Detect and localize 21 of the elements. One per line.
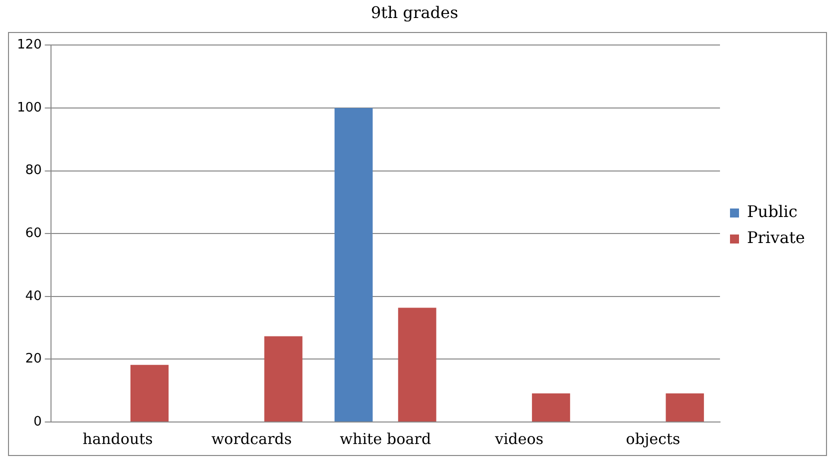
chart-title: 9th grades bbox=[370, 2, 458, 22]
legend-label: Private bbox=[746, 228, 806, 248]
y-tick-label: 120 bbox=[16, 38, 42, 53]
x-tick-label: objects bbox=[626, 430, 680, 448]
y-tick-label: 20 bbox=[25, 352, 42, 367]
bar bbox=[666, 393, 704, 422]
x-tick-label: videos bbox=[494, 430, 544, 448]
bar bbox=[398, 308, 436, 422]
x-tick-label: handouts bbox=[82, 430, 153, 448]
bar bbox=[130, 364, 169, 422]
bar bbox=[532, 393, 570, 422]
y-tick-label: 80 bbox=[25, 163, 42, 178]
x-tick-label: wordcards bbox=[211, 430, 292, 448]
y-tick-label: 0 bbox=[34, 414, 42, 430]
bar bbox=[334, 108, 373, 422]
bar bbox=[264, 336, 302, 422]
y-tick-label: 100 bbox=[16, 100, 42, 116]
legend-label: Public bbox=[746, 202, 798, 222]
x-tick-label: white board bbox=[340, 430, 432, 448]
y-tick-label: 40 bbox=[25, 288, 42, 304]
y-tick-label: 60 bbox=[25, 226, 42, 241]
